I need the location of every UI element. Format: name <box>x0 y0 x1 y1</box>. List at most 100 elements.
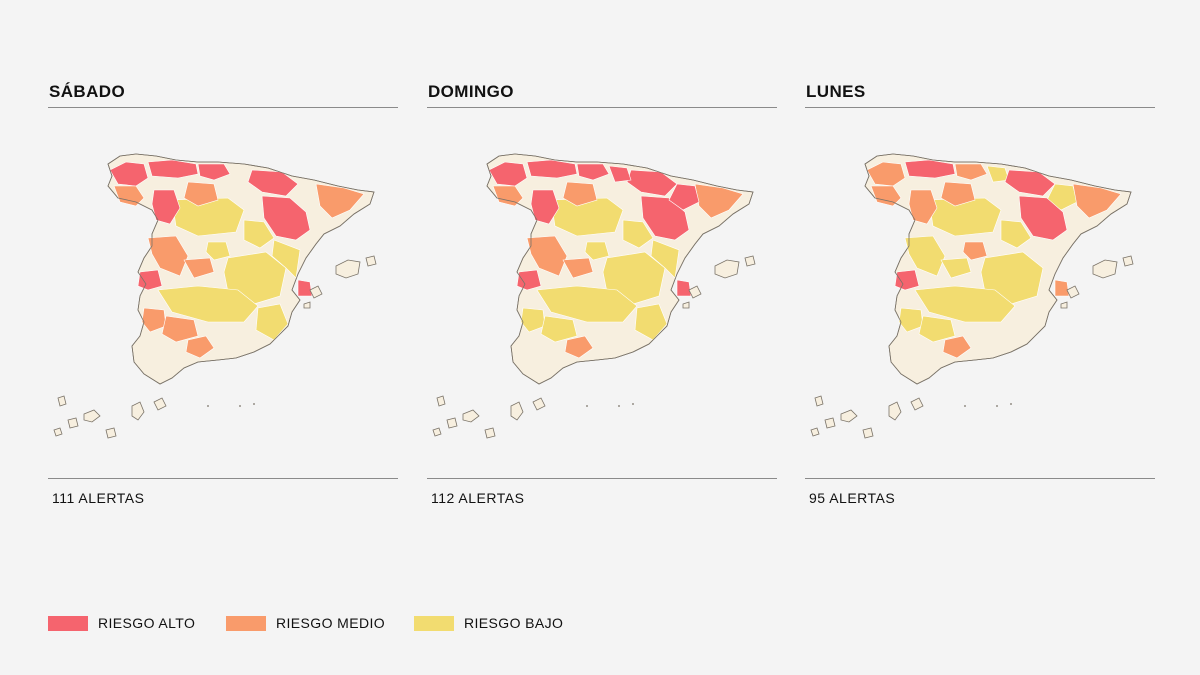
risk-zone-burgos <box>183 181 219 207</box>
risk-zone-galicia-norte <box>866 161 906 187</box>
legend-swatch <box>48 616 88 631</box>
risk-zone-murcia <box>634 303 668 341</box>
risk-zone-asturias <box>526 159 578 179</box>
balearic-island <box>365 255 377 267</box>
risk-zone-toledo <box>562 257 594 279</box>
canary-island <box>131 401 145 421</box>
risk-zone-burgos <box>562 181 598 207</box>
risk-zone-malaga <box>185 335 215 359</box>
risk-zone-madrid-sur <box>205 241 231 261</box>
canary-island <box>484 427 496 439</box>
balearic-island <box>1122 255 1134 267</box>
risk-zone-sevilla <box>540 315 578 343</box>
canary-island <box>810 427 820 437</box>
risk-zone-extremadura-oeste <box>894 269 920 291</box>
risk-zone-andalucia-huelva <box>898 307 924 333</box>
canary-island <box>840 409 858 423</box>
balearic-island <box>335 259 361 279</box>
alert-count: 95 ALERTAS <box>809 490 896 506</box>
risk-zone-valencia-costa <box>1054 279 1070 297</box>
risk-zone-toledo <box>183 257 215 279</box>
balearic-island <box>1066 285 1080 299</box>
balearic-island <box>714 259 740 279</box>
panel-lunes: LUNES 95 ALERTAS <box>805 0 1155 520</box>
legend-swatch <box>226 616 266 631</box>
coastline <box>486 153 754 385</box>
risk-zone-valencia-interior <box>271 239 301 279</box>
risk-zone-valencia-costa <box>676 279 692 297</box>
panel-title: LUNES <box>806 82 866 101</box>
alerts-divider <box>48 478 398 479</box>
coastline <box>107 153 375 385</box>
risk-zone-aragon-sur <box>243 219 275 249</box>
risk-zone-extremadura <box>904 235 946 277</box>
risk-zone-navarra-aragon-pirineo <box>1004 169 1056 197</box>
risk-zone-navarra-aragon-pirineo <box>247 169 299 197</box>
minor-territory <box>207 405 209 407</box>
canary-island <box>862 427 874 439</box>
title-divider <box>805 107 1155 108</box>
risk-zone-murcia <box>255 303 289 341</box>
balearic-island <box>744 255 756 267</box>
risk-zone-andalucia-huelva <box>141 307 167 333</box>
minor-territory <box>632 403 634 405</box>
risk-zone-pais-vasco <box>608 165 632 183</box>
risk-zone-cantabria <box>954 163 988 181</box>
minor-territory <box>253 403 255 405</box>
risk-zone-cantabria <box>197 163 231 181</box>
risk-zone-extremadura <box>147 235 189 277</box>
canary-island <box>814 395 824 407</box>
legend-swatch <box>414 616 454 631</box>
minor-territory <box>996 405 998 407</box>
risk-zone-aragon-sur <box>1000 219 1032 249</box>
risk-zone-andalucia-huelva <box>520 307 546 333</box>
balearic-island <box>303 301 311 309</box>
risk-zone-cataluna-oeste <box>1046 183 1078 211</box>
risk-zone-malaga <box>564 335 594 359</box>
risk-zone-andalucia-norte <box>914 285 1016 323</box>
legend-label: RIESGO BAJO <box>464 615 564 631</box>
risk-zone-andalucia-norte <box>157 285 259 323</box>
legend-label: RIESGO MEDIO <box>276 615 386 631</box>
risk-zone-galicia-centro <box>492 185 524 207</box>
title-divider <box>427 107 777 108</box>
risk-zone-sevilla <box>918 315 956 343</box>
risk-zone-castilla-leon <box>928 197 1002 237</box>
alert-count: 111 ALERTAS <box>52 490 145 506</box>
risk-map <box>53 153 377 439</box>
canary-island <box>532 397 546 411</box>
canary-island <box>824 417 836 429</box>
minor-territory <box>964 405 966 407</box>
risk-zone-cataluna-oeste <box>668 183 700 211</box>
canary-island <box>53 427 63 437</box>
canary-island <box>432 427 442 437</box>
risk-zone-andalucia-norte <box>536 285 638 323</box>
panel-title: DOMINGO <box>428 82 514 101</box>
risk-zone-galicia-norte <box>488 161 528 187</box>
risk-zone-zamora-leon <box>151 189 181 225</box>
risk-zone-toledo <box>940 257 972 279</box>
risk-zone-zamora-leon <box>530 189 560 225</box>
canary-island <box>462 409 480 423</box>
risk-zone-madrid-sur <box>962 241 988 261</box>
balearic-island <box>1060 301 1068 309</box>
canary-island <box>510 401 524 421</box>
canary-island <box>436 395 446 407</box>
risk-zone-malaga <box>942 335 972 359</box>
balearic-island <box>309 285 323 299</box>
balearic-island <box>688 285 702 299</box>
risk-zone-sevilla <box>161 315 199 343</box>
canary-island <box>67 417 79 429</box>
risk-zone-galicia-centro <box>870 185 902 207</box>
canary-island <box>57 395 67 407</box>
coastline <box>864 153 1132 385</box>
alert-count: 112 ALERTAS <box>431 490 525 506</box>
risk-map <box>810 153 1134 439</box>
canary-island <box>105 427 117 439</box>
risk-zone-extremadura <box>526 235 568 277</box>
legend-label: RIESGO ALTO <box>98 615 196 631</box>
canary-island <box>83 409 101 423</box>
risk-zone-asturias <box>904 159 956 179</box>
panel-sabado: SÁBADO 111 ALERTAS <box>48 0 398 520</box>
risk-zone-valencia-costa <box>297 279 313 297</box>
